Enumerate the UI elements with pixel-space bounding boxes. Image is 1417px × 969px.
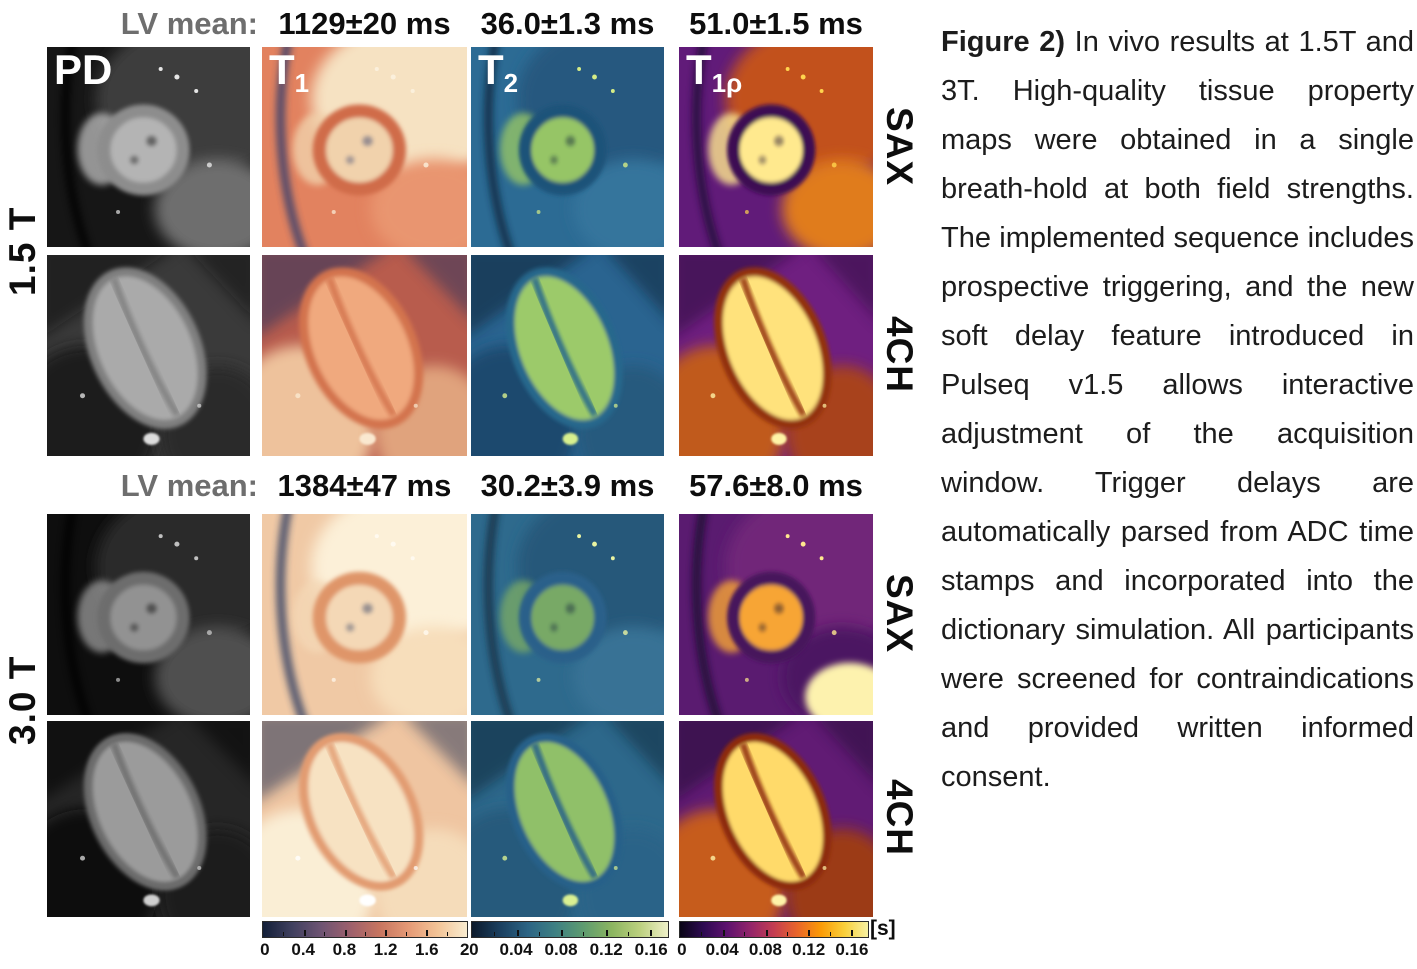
mri-panel-t1-1-5t-sax: T1	[262, 47, 467, 247]
colorbar-tick-label: 0.04	[499, 940, 533, 959]
colorbar-gradient	[679, 921, 869, 938]
colorbar-tick-label: 0.12	[792, 940, 826, 959]
colorbar-gradient	[262, 921, 468, 938]
mri-image-pd-3t-4ch	[47, 721, 250, 917]
colorbar-tick-label: 1.2	[373, 940, 398, 959]
mri-image-t1rho-3t-4ch	[679, 721, 873, 917]
colorbar-t1rho: 0 0.04 0.08 0.12 0.16	[677, 921, 869, 965]
view-label-4ch-3t: 4CH	[879, 779, 920, 857]
mri-panel-t2-1-5t-sax: T2	[471, 47, 664, 247]
caption-title: Figure 2)	[941, 26, 1066, 58]
colorbar-t2: 0 0.04 0.08 0.12 0.16	[469, 921, 669, 965]
colorbar-tick-label: 0.08	[748, 940, 782, 959]
map-type-label-t1rho-1-5t-sax: T1ρ	[686, 47, 743, 98]
map-type-label-t1-1-5t-sax: T1	[269, 47, 310, 98]
colorbar-tick-label: 0	[469, 940, 479, 959]
mri-image-pd-1-5t-sax	[47, 47, 250, 247]
map-type-label-pd-1-5t-sax: PD	[54, 47, 113, 93]
mri-image-t2-1-5t-4ch	[471, 255, 664, 456]
mri-panel-pd-3t-4ch	[47, 721, 250, 917]
mri-image-t1rho-1-5t-4ch	[679, 255, 873, 456]
view-label-4ch-1-5t: 4CH	[879, 316, 920, 394]
mri-panel-t2-1-5t-4ch	[471, 255, 664, 456]
colorbar-tick-label: 0.04	[705, 940, 739, 959]
view-label-sax-1-5t: SAX	[879, 107, 920, 187]
mri-image-t2-1-5t-sax	[471, 47, 664, 247]
t1-mean-value-3t: 1384±47 ms	[277, 468, 452, 503]
mri-image-t1-1-5t-sax	[262, 47, 467, 247]
mri-panel-t1rho-3t-4ch	[679, 721, 873, 917]
lv-mean-label-1-5t: LV mean:	[120, 6, 258, 41]
t2-mean-value-3t: 30.2±3.9 ms	[480, 468, 655, 503]
mri-panel-t1rho-1-5t-sax: T1ρ	[679, 47, 873, 247]
figure-caption: Figure 2) In vivo results at 1.5T and 3T…	[941, 18, 1414, 964]
colorbar-tick-label: 0.4	[291, 940, 316, 959]
mri-panel-t1-1-5t-4ch	[262, 255, 467, 456]
mri-panel-t2-3t-4ch	[471, 721, 664, 917]
lv-mean-header-1-5t: LV mean: 1129±20 ms 36.0±1.3 ms 51.0±1.5…	[0, 4, 920, 46]
map-type-label-t2-1-5t-sax: T2	[478, 47, 519, 98]
mri-panel-t1-3t-sax	[262, 514, 467, 715]
field-strength-label-1-5t: 1.5 T	[2, 206, 43, 296]
colorbar-tick-label: 0.08	[544, 940, 578, 959]
mri-panel-pd-3t-sax	[47, 514, 250, 715]
mri-image-pd-3t-sax	[47, 514, 250, 715]
t1-mean-value-1-5t: 1129±20 ms	[278, 6, 451, 41]
mri-panel-pd-1-5t-4ch	[47, 255, 250, 456]
colorbar-gradient	[471, 921, 669, 938]
lv-mean-label-3t: LV mean:	[120, 468, 258, 503]
mri-panel-t2-3t-sax	[471, 514, 664, 715]
mri-image-t1-3t-sax	[262, 514, 467, 715]
mri-image-t2-3t-sax	[471, 514, 664, 715]
colorbar-tick-label: 0.8	[332, 940, 357, 959]
colorbar-tick-label: 0	[677, 940, 687, 959]
mri-image-t1rho-3t-sax	[679, 514, 873, 715]
colorbar-tick-label: 1.6	[414, 940, 439, 959]
colorbar-tick-label: 0.16	[835, 940, 869, 959]
t1rho-mean-value-1-5t: 51.0±1.5 ms	[689, 6, 863, 41]
colorbar-t1: 0 0.4 0.8 1.2 1.6 2	[260, 921, 470, 965]
mri-image-t1rho-1-5t-sax	[679, 47, 873, 247]
t2-mean-value-1-5t: 36.0±1.3 ms	[480, 6, 655, 41]
mri-image-t1-1-5t-4ch	[262, 255, 467, 456]
mri-panel-t1-3t-4ch	[262, 721, 467, 917]
caption-body: In vivo results at 1.5T and 3T. High-qua…	[941, 26, 1414, 793]
colorbar-unit-label: [s]	[870, 917, 896, 940]
colorbar-tick-label: 0.16	[634, 940, 668, 959]
mri-image-t2-3t-4ch	[471, 721, 664, 917]
mri-image-pd-1-5t-4ch	[47, 255, 250, 456]
t1rho-mean-value-3t: 57.6±8.0 ms	[689, 468, 863, 503]
field-strength-label-3t: 3.0 T	[2, 655, 43, 745]
view-label-sax-3t: SAX	[879, 574, 920, 654]
mri-panel-t1rho-1-5t-4ch	[679, 255, 873, 456]
colorbar-tick-label: 2	[459, 940, 470, 959]
mri-panel-pd-1-5t-sax: PD	[47, 47, 250, 247]
colorbar-tick-label: 0	[260, 940, 270, 959]
mri-image-t1-3t-4ch	[262, 721, 467, 917]
mri-panel-t1rho-3t-sax	[679, 514, 873, 715]
lv-mean-header-3t: LV mean: 1384±47 ms 30.2±3.9 ms 57.6±8.0…	[0, 466, 920, 508]
colorbar-tick-label: 0.12	[589, 940, 623, 959]
